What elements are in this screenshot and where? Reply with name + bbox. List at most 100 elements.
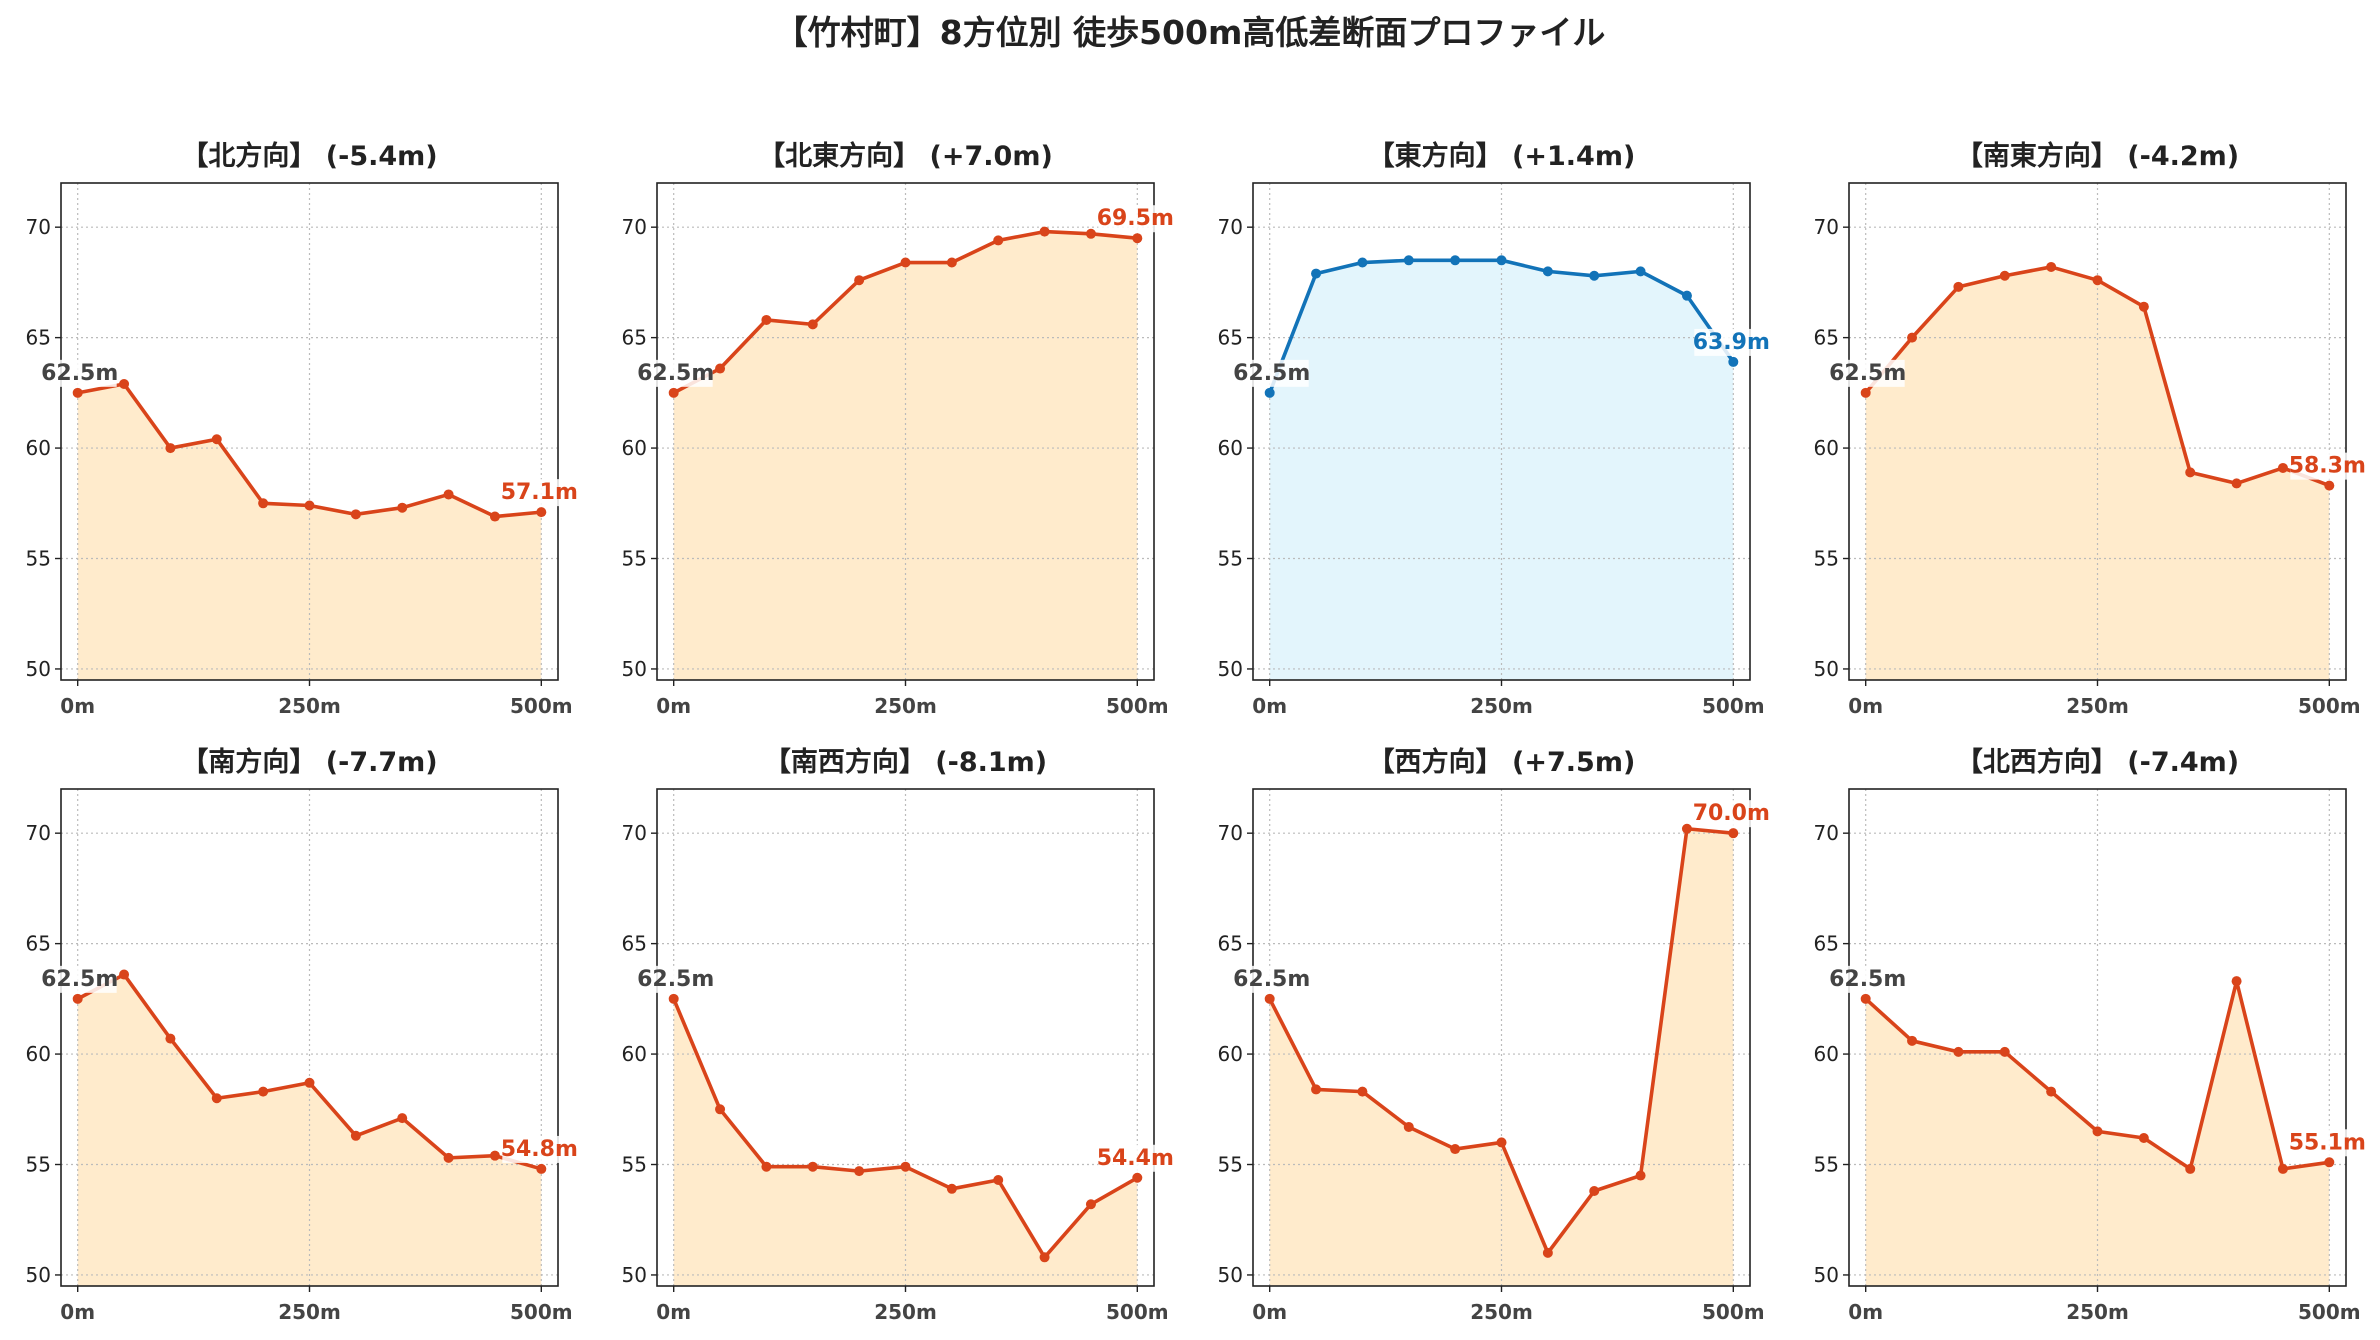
x-tick-label: 500m: [2298, 694, 2361, 718]
data-point: [2231, 478, 2242, 489]
data-point: [258, 498, 269, 509]
panel-6: 【西方向】 (+7.5m) 50 55 60 65 70 0m 250m 500m 62.5m 70…: [1218, 746, 1770, 1324]
data-point: [1860, 993, 1871, 1004]
start-label: 62.5m: [41, 967, 118, 992]
panel-4: 【南方向】 (-7.7m) 50 55 60 65 70 0m 250m 500m 62.5m 54…: [26, 746, 578, 1324]
data-point: [1860, 387, 1871, 398]
data-point: [2092, 1126, 2103, 1137]
data-point: [443, 489, 454, 500]
end-label-bg: [502, 479, 577, 507]
end-label-bg: [1098, 205, 1173, 233]
end-label: 70.0m: [1693, 801, 1770, 826]
y-tick-label: 55: [26, 1153, 51, 1177]
y-tick-label: 55: [1218, 1153, 1243, 1177]
y-tick-label: 50: [1814, 657, 1839, 681]
y-tick-label: 60: [1814, 1042, 1839, 1066]
y-tick-label: 50: [1218, 657, 1243, 681]
data-point: [1728, 356, 1739, 367]
y-tick-label: 65: [26, 932, 51, 956]
y-tick-label: 65: [622, 326, 647, 350]
x-tick-label: 0m: [656, 694, 691, 718]
end-label-bg: [1694, 328, 1769, 356]
data-point: [1496, 255, 1507, 266]
start-label-bg: [1830, 965, 1905, 993]
panel-title: 【西方向】 (+7.5m): [1368, 746, 1636, 778]
data-point: [1907, 1035, 1918, 1046]
data-point: [2277, 462, 2288, 473]
panel-0: 【北方向】 (-5.4m) 50 55 60 65 70 0m 250m 500m 62.5m 57…: [26, 140, 578, 718]
data-point: [119, 379, 130, 390]
x-tick-label: 500m: [1702, 694, 1765, 718]
data-point: [1039, 226, 1050, 237]
end-label: 55.1m: [2289, 1130, 2366, 1155]
y-tick-label: 50: [622, 1263, 647, 1287]
y-tick-label: 70: [1218, 821, 1243, 845]
area-fill: [1269, 828, 1734, 1286]
data-point: [1635, 266, 1646, 277]
data-point: [2046, 261, 2057, 272]
data-point: [211, 434, 222, 445]
data-point: [2324, 480, 2335, 491]
panel-title: 【南西方向】 (-8.1m): [764, 746, 1047, 778]
x-tick-label: 0m: [1252, 1300, 1287, 1324]
data-point: [1403, 1121, 1414, 1132]
data-point: [993, 235, 1004, 246]
start-label-bg: [1234, 359, 1309, 387]
data-point: [2324, 1157, 2335, 1168]
panel-title: 【北方向】 (-5.4m): [181, 140, 437, 172]
panel-2: 【東方向】 (+1.4m) 50 55 60 65 70 0m 250m 500m 62.5m 63…: [1218, 140, 1770, 718]
data-point: [1132, 233, 1143, 244]
y-tick-label: 70: [1814, 215, 1839, 239]
data-point: [1085, 228, 1096, 239]
start-label: 62.5m: [41, 361, 118, 386]
y-tick-label: 50: [26, 657, 51, 681]
data-point: [2185, 1163, 2196, 1174]
x-tick-label: 500m: [2298, 1300, 2361, 1324]
panel-5: 【南西方向】 (-8.1m) 50 55 60 65 70 0m 250m 500m 62.5m 5…: [622, 746, 1174, 1324]
data-point: [1403, 255, 1414, 266]
data-point: [1039, 1252, 1050, 1263]
data-point: [304, 500, 315, 511]
y-tick-label: 70: [622, 215, 647, 239]
data-point: [258, 1086, 269, 1097]
data-point: [1589, 1186, 1600, 1197]
start-label: 62.5m: [1233, 967, 1310, 992]
data-point: [72, 387, 83, 398]
x-tick-label: 500m: [1702, 1300, 1765, 1324]
data-point: [536, 1163, 547, 1174]
end-label: 54.4m: [1097, 1146, 1174, 1171]
data-point: [1085, 1199, 1096, 1210]
y-tick-label: 60: [622, 436, 647, 460]
y-tick-label: 70: [1814, 821, 1839, 845]
end-label: 58.3m: [2289, 454, 2366, 479]
x-tick-label: 0m: [656, 1300, 691, 1324]
start-label-bg: [42, 965, 117, 993]
data-point: [1542, 266, 1553, 277]
x-tick-label: 500m: [510, 1300, 573, 1324]
data-point: [1907, 332, 1918, 343]
start-label: 62.5m: [637, 967, 714, 992]
end-label: 54.8m: [501, 1137, 578, 1162]
data-point: [211, 1093, 222, 1104]
area-fill: [673, 231, 1138, 680]
data-point: [1496, 1137, 1507, 1148]
panel-3: 【南東方向】 (-4.2m) 50 55 60 65 70 0m 250m 500m 62.5m 5…: [1814, 140, 2366, 718]
data-point: [854, 1166, 865, 1177]
data-point: [2138, 1133, 2149, 1144]
area-fill: [1269, 260, 1734, 680]
data-point: [1357, 1086, 1368, 1097]
data-point: [900, 1161, 911, 1172]
y-tick-label: 60: [26, 436, 51, 460]
x-tick-label: 250m: [2066, 1300, 2129, 1324]
data-point: [668, 387, 679, 398]
start-label-bg: [638, 359, 713, 387]
data-point: [807, 319, 818, 330]
data-point: [1311, 1084, 1322, 1095]
y-tick-label: 70: [622, 821, 647, 845]
y-tick-label: 70: [26, 215, 51, 239]
data-point: [1542, 1247, 1553, 1258]
end-label: 63.9m: [1693, 330, 1770, 355]
data-point: [1264, 993, 1275, 1004]
data-point: [1681, 290, 1692, 301]
y-tick-label: 50: [622, 657, 647, 681]
